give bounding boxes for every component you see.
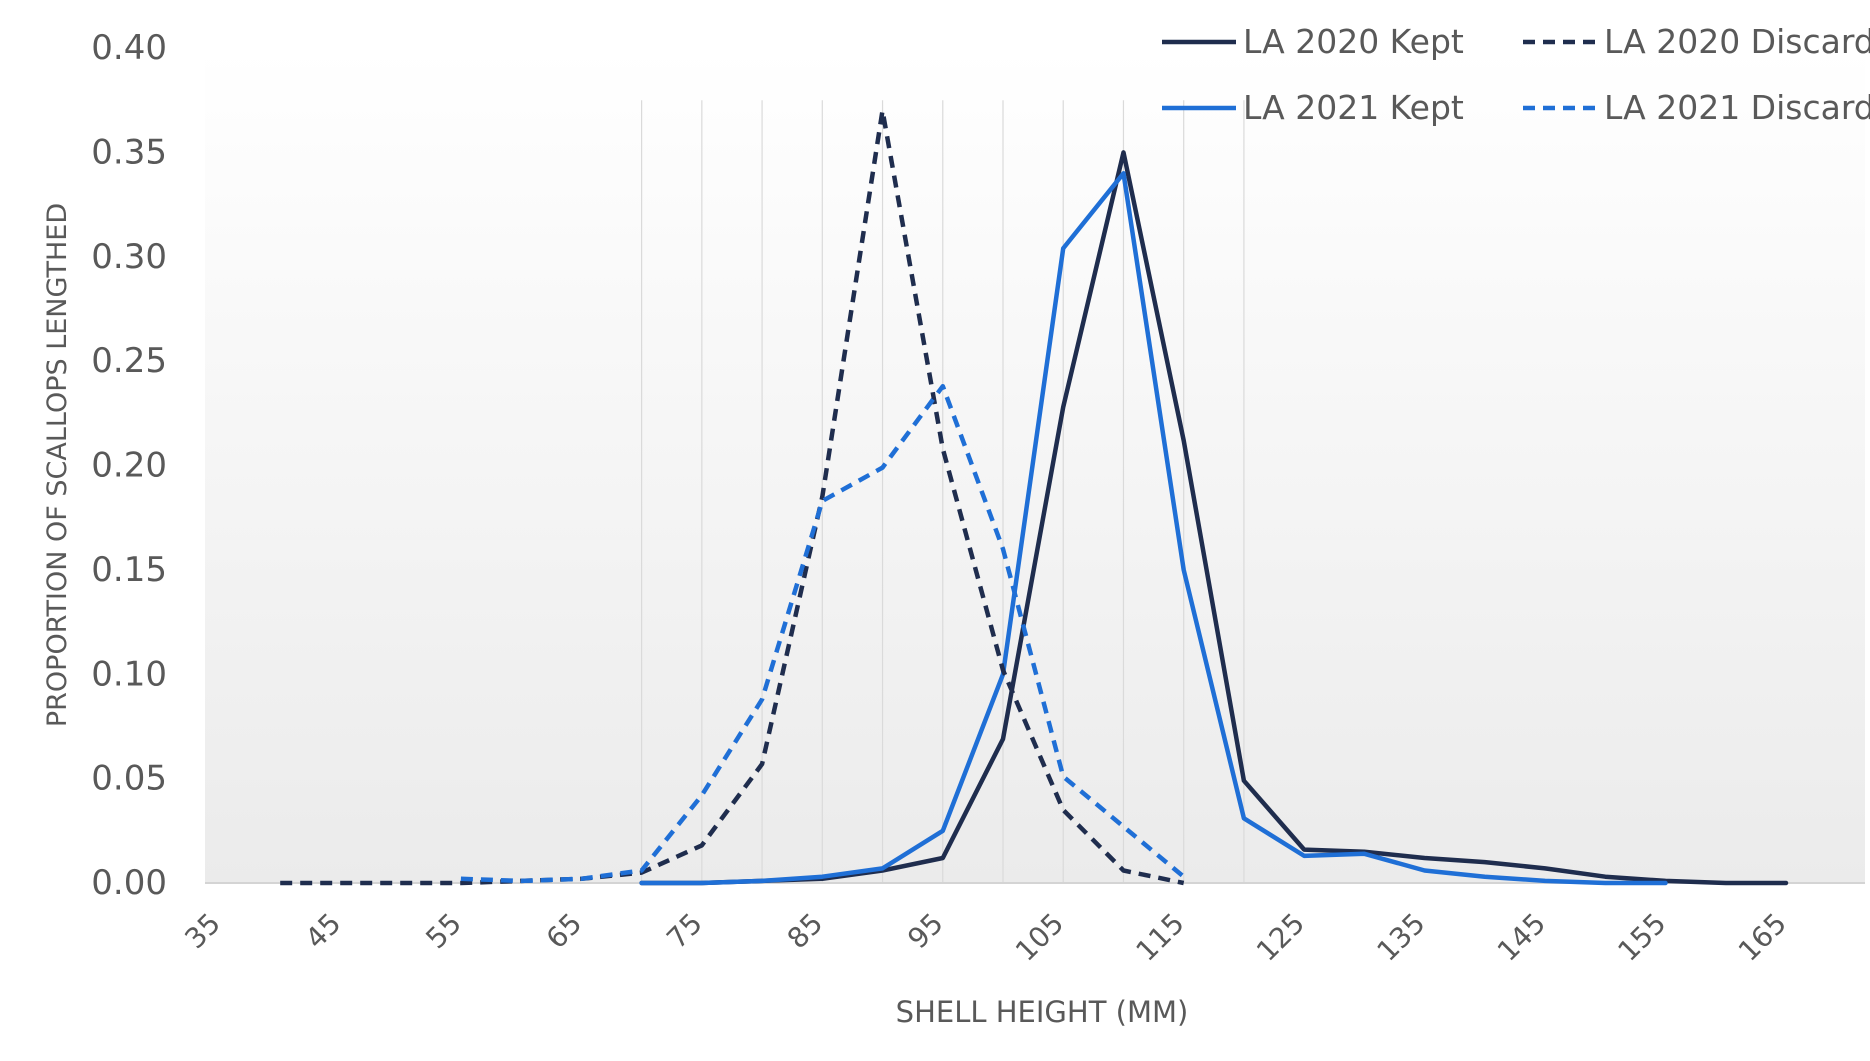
y-tick-label: 0.15	[91, 550, 167, 590]
legend: LA 2020 Kept LA 2020 Discard LA 2021 Kept L…	[1162, 22, 1870, 127]
y-tick-label: 0.25	[91, 341, 167, 381]
series-line	[280, 108, 1185, 886]
gridlines	[641, 100, 1245, 883]
x-axis-title: SHELL HEIGHT (MM)	[896, 995, 1189, 1029]
y-tick-label: 0.35	[91, 132, 167, 172]
y-axis-title: PROPORTION OF SCALLOPS LENGTHED	[42, 203, 73, 727]
legend-label: LA 2021 Discard	[1604, 88, 1870, 127]
y-tick-label: 0.05	[91, 759, 167, 799]
y-tick-label: 0.10	[91, 654, 167, 694]
y-tick-label: 0.20	[91, 446, 167, 486]
series-lines	[280, 108, 1789, 886]
y-tick-label: 0.40	[91, 28, 167, 68]
legend-label: LA 2020 Kept	[1243, 22, 1464, 61]
plot-area-background	[205, 48, 1865, 883]
y-axis-ticks: 0.00 0.05 0.10 0.15 0.20 0.25 0.30 0.35 0.40	[91, 28, 167, 903]
series-line	[639, 171, 1668, 886]
y-tick-label: 0.00	[91, 863, 167, 903]
legend-label: LA 2021 Kept	[1243, 88, 1464, 127]
y-tick-label: 0.30	[91, 237, 167, 277]
series-line	[460, 383, 1186, 884]
legend-label: LA 2020 Discard	[1604, 22, 1870, 61]
